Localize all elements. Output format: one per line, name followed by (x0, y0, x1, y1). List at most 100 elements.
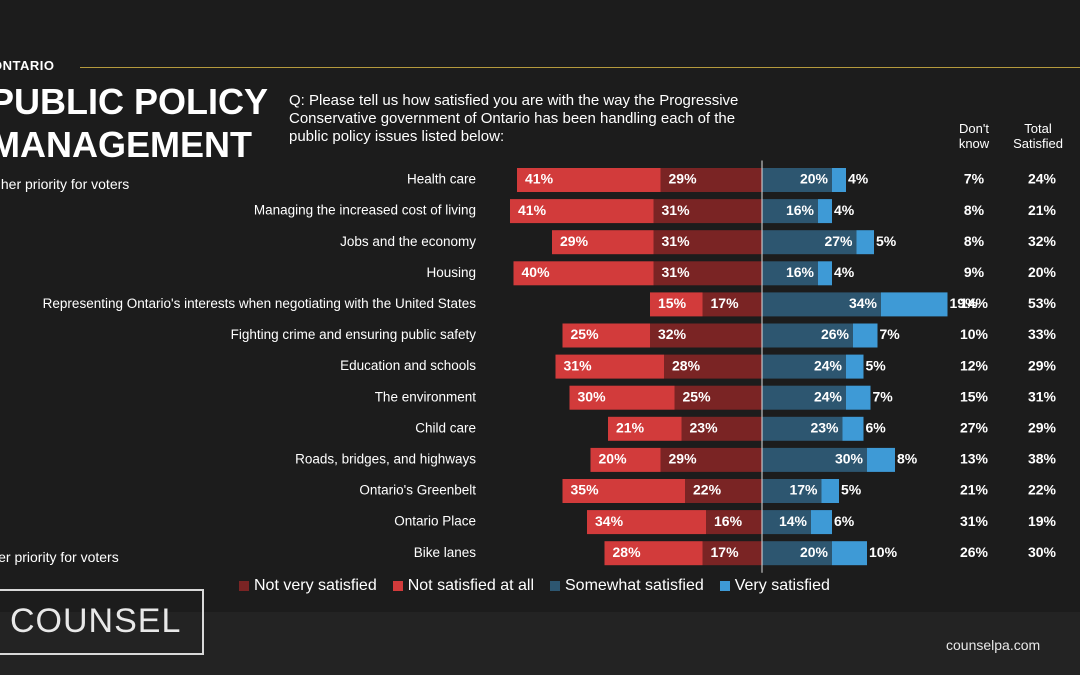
value-very-satisfied: 7% (873, 388, 894, 404)
issue-label: Education and schools (340, 358, 476, 373)
issue-label: Child care (415, 420, 476, 435)
value-not-satisfied-at-all: 29% (560, 233, 589, 249)
total-satisfied-value: 38% (1028, 451, 1057, 467)
dont-know-value: 26% (960, 544, 989, 560)
bar-somewhat-satisfied (762, 479, 822, 503)
total-satisfied-value: 32% (1028, 233, 1057, 249)
value-very-satisfied: 5% (841, 482, 862, 498)
total-satisfied-header: Total Satisfied (1013, 121, 1063, 151)
bar-not-very-satisfied (702, 541, 762, 566)
counsel-logo: COUNSEL (10, 602, 182, 640)
value-not-satisfied-at-all: 21% (616, 420, 645, 436)
bar-not-satisfied-at-all (562, 479, 685, 503)
bar-not-very-satisfied (674, 385, 762, 410)
bar-very-satisfied (821, 479, 839, 503)
legend-item: Very satisfied (719, 577, 830, 595)
total-satisfied-value: 29% (1028, 420, 1057, 436)
value-somewhat-satisfied: 16% (786, 264, 815, 280)
issue-label: Housing (426, 265, 476, 280)
dont-know-header: Don't know (958, 121, 990, 151)
value-not-very-satisfied: 17% (711, 544, 740, 560)
value-not-satisfied-at-all: 28% (613, 544, 642, 560)
value-somewhat-satisfied: 30% (835, 451, 864, 467)
value-very-satisfied: 4% (834, 264, 855, 280)
issue-label: The environment (375, 389, 477, 404)
dont-know-value: 15% (960, 388, 989, 404)
bar-not-very-satisfied (650, 323, 762, 348)
bar-very-satisfied (832, 168, 846, 192)
total-satisfied-value: 33% (1028, 326, 1057, 342)
total-satisfied-value: 20% (1028, 264, 1057, 280)
value-not-satisfied-at-all: 15% (658, 295, 687, 311)
bar-not-satisfied-at-all (552, 230, 654, 255)
value-not-very-satisfied: 17% (711, 295, 740, 311)
value-not-very-satisfied: 23% (690, 420, 719, 436)
bar-somewhat-satisfied (762, 292, 881, 317)
bar-somewhat-satisfied (762, 541, 832, 566)
bar-very-satisfied (846, 385, 871, 410)
value-not-very-satisfied: 29% (669, 451, 698, 467)
total-satisfied-value: 22% (1028, 482, 1057, 498)
total-satisfied-value: 21% (1028, 202, 1057, 218)
value-very-satisfied: 6% (866, 420, 887, 436)
value-not-very-satisfied: 31% (662, 264, 691, 280)
legend-swatch (392, 581, 403, 591)
value-very-satisfied: 4% (834, 202, 855, 218)
value-not-very-satisfied: 25% (683, 388, 712, 404)
satisfaction-chart: Health care 29% 41% 20% 4% 7% 24% Managing the … (43, 160, 1057, 573)
bar-not-satisfied-at-all (517, 168, 661, 192)
dont-know-value: 13% (960, 451, 989, 467)
value-somewhat-satisfied: 20% (800, 544, 829, 560)
value-not-very-satisfied: 22% (693, 482, 722, 498)
value-somewhat-satisfied: 34% (849, 295, 878, 311)
bar-not-satisfied-at-all (650, 292, 703, 317)
value-not-very-satisfied: 31% (662, 233, 691, 249)
issue-label: Jobs and the economy (340, 234, 476, 249)
value-very-satisfied: 7% (880, 326, 901, 342)
value-somewhat-satisfied: 16% (786, 202, 815, 218)
page-title: PUBLIC POLICY MANAGEMENT (0, 81, 269, 165)
value-somewhat-satisfied: 17% (789, 482, 818, 498)
legend-label: Not satisfied at all (407, 577, 534, 594)
bar-not-satisfied-at-all (562, 323, 650, 348)
total-satisfied-value: 30% (1028, 544, 1057, 560)
legend-label: Somewhat satisfied (565, 577, 704, 594)
bar-not-very-satisfied (653, 261, 762, 286)
value-somewhat-satisfied: 26% (821, 326, 850, 342)
legend-label: Not very satisfied (254, 577, 377, 594)
bar-somewhat-satisfied (762, 199, 818, 224)
bar-not-very-satisfied (653, 230, 762, 255)
value-not-satisfied-at-all: 41% (525, 171, 554, 187)
bar-somewhat-satisfied (762, 354, 846, 379)
footer-band (0, 612, 1080, 675)
total-satisfied-value: 24% (1028, 171, 1057, 187)
bar-not-very-satisfied (660, 447, 762, 472)
bar-somewhat-satisfied (762, 416, 843, 441)
value-very-satisfied: 19% (950, 295, 979, 311)
issue-label: Health care (407, 172, 476, 187)
bar-not-satisfied-at-all (604, 541, 703, 566)
legend-item: Not very satisfied (239, 577, 377, 595)
bar-not-satisfied-at-all (590, 447, 661, 472)
value-very-satisfied: 5% (866, 357, 887, 373)
website-link[interactable]: counselpa.com (946, 637, 1041, 653)
issue-label: Bike lanes (414, 545, 477, 560)
value-very-satisfied: 6% (834, 513, 855, 529)
survey-question: Q: Please tell us how satisfied you are … (289, 92, 739, 145)
value-not-very-satisfied: 31% (662, 202, 691, 218)
dont-know-value: 8% (964, 233, 985, 249)
value-somewhat-satisfied: 23% (810, 420, 839, 436)
value-somewhat-satisfied: 27% (824, 233, 853, 249)
value-somewhat-satisfied: 20% (800, 171, 829, 187)
dont-know-value: 14% (960, 295, 989, 311)
issue-label: Ontario's Greenbelt (359, 483, 476, 498)
legend-label: Very satisfied (734, 577, 830, 594)
dont-know-value: 10% (960, 326, 989, 342)
bar-somewhat-satisfied (762, 323, 853, 348)
value-very-satisfied: 5% (876, 233, 897, 249)
value-somewhat-satisfied: 24% (814, 388, 843, 404)
issue-label: Representing Ontario's interests when ne… (43, 296, 477, 311)
issue-label: Roads, bridges, and highways (295, 451, 476, 466)
bar-not-very-satisfied (664, 354, 762, 379)
value-very-satisfied: 8% (897, 451, 918, 467)
